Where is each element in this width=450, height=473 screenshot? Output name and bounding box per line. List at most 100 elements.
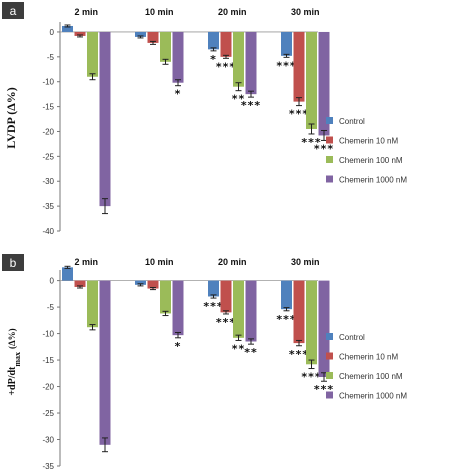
- legend-label: Chemerin 1000 nM: [339, 176, 407, 185]
- significance-mark: *: [210, 53, 217, 66]
- legend-swatch: [326, 352, 333, 360]
- bar: [74, 31, 86, 36]
- bar: [62, 267, 73, 281]
- legend-swatch: [326, 333, 333, 340]
- significance-mark: ***: [203, 300, 223, 313]
- category-label: 20 min: [218, 257, 247, 267]
- significance-mark: ***: [216, 60, 236, 73]
- legend-swatch: [326, 175, 333, 183]
- bar: [172, 31, 184, 83]
- y-tick-label: -5: [47, 53, 55, 62]
- y-tick-label: -5: [47, 303, 55, 312]
- category-label: 10 min: [145, 257, 174, 267]
- bar: [245, 280, 257, 342]
- bar: [74, 280, 86, 287]
- panel-b: b0-5-10-15-20-25-30-35+dP/dtmax(Δ%)2 min…: [2, 254, 407, 471]
- panel-tag-label: b: [10, 256, 17, 270]
- significance-mark: ***: [289, 108, 309, 121]
- legend-swatch: [326, 136, 333, 144]
- bar: [281, 31, 292, 56]
- legend-label: Chemerin 10 nM: [339, 353, 398, 362]
- bar: [220, 280, 232, 313]
- y-tick-label: -35: [42, 202, 54, 211]
- significance-mark: **: [232, 342, 246, 355]
- y-tick-label: -20: [42, 383, 54, 392]
- y-axis-label-subscript: max: [13, 352, 22, 367]
- y-tick-label: -25: [42, 152, 54, 161]
- category-label: 20 min: [218, 7, 247, 17]
- bar: [245, 31, 257, 95]
- panel-a: a 0 -5 -10 -15 -20 -25 -30 -35 -40 LVDP (Δ%) 2 min 1…: [2, 2, 407, 236]
- significance-mark: **: [232, 93, 246, 106]
- y-tick-label: -25: [42, 409, 54, 418]
- category-label: 30 min: [291, 257, 320, 267]
- y-axis-label-suffix: (Δ%): [7, 328, 17, 349]
- y-tick-label: -10: [42, 78, 54, 87]
- y-tick-label: -30: [42, 436, 54, 445]
- legend-label: Chemerin 100 nM: [339, 156, 403, 165]
- category-label: 2 min: [74, 257, 98, 267]
- bar: [62, 25, 73, 32]
- significance-mark: *: [175, 340, 182, 353]
- bar: [293, 280, 305, 344]
- category-label: 2 min: [74, 7, 98, 17]
- y-tick-label: -15: [42, 356, 54, 365]
- significance-mark: ***: [301, 371, 321, 384]
- bar: [135, 280, 146, 285]
- bar: [306, 280, 317, 365]
- bar: [87, 31, 98, 77]
- legend-label: Chemerin 1000 nM: [339, 392, 407, 401]
- bar: [160, 280, 171, 314]
- bar: [147, 31, 159, 43]
- bar: [99, 280, 111, 445]
- category-label: 30 min: [291, 7, 320, 17]
- bar: [233, 31, 244, 87]
- bar: [208, 31, 219, 50]
- y-tick-label: -10: [42, 330, 54, 339]
- bar: [147, 280, 159, 289]
- significance-mark: ***: [276, 313, 296, 326]
- y-tick-label: -40: [42, 227, 54, 236]
- panel-tag-label: a: [10, 4, 17, 18]
- bar: [220, 31, 232, 57]
- y-axis-label: LVDP (Δ%): [4, 87, 18, 148]
- bar: [233, 280, 244, 338]
- y-tick-label: -15: [42, 103, 54, 112]
- panel-tag-box: [2, 254, 24, 271]
- legend-label: Control: [339, 117, 365, 126]
- significance-mark: ***: [301, 136, 321, 149]
- bar: [318, 280, 330, 378]
- bar: [135, 31, 146, 37]
- significance-mark: *: [175, 88, 182, 101]
- y-tick-label: -35: [42, 462, 54, 471]
- bar: [293, 31, 305, 102]
- y-tick-label: 0: [50, 277, 55, 286]
- significance-mark: ***: [314, 142, 334, 155]
- bar: [306, 31, 317, 129]
- significance-mark: ***: [216, 316, 236, 329]
- bar: [281, 280, 292, 310]
- significance-mark: ***: [289, 348, 309, 361]
- y-tick-label: -30: [42, 177, 54, 186]
- legend-label: Control: [339, 333, 365, 342]
- y-tick-label: -20: [42, 127, 54, 136]
- bar: [172, 280, 184, 336]
- significance-mark: ***: [276, 59, 296, 72]
- y-tick-label: 0: [50, 28, 55, 37]
- bar: [318, 31, 330, 136]
- legend-swatch: [326, 391, 333, 399]
- bar: [160, 31, 171, 62]
- legend-label: Chemerin 10 nM: [339, 137, 398, 146]
- legend-swatch: [326, 117, 333, 124]
- legend-swatch: [326, 156, 333, 163]
- bar: [208, 280, 219, 297]
- category-label: 10 min: [145, 7, 174, 17]
- panel-tag-box: [2, 2, 24, 19]
- bar: [87, 280, 98, 328]
- y-axis-label: +dP/dtmax(Δ%): [7, 328, 22, 395]
- significance-mark: **: [244, 346, 258, 359]
- legend-swatch: [326, 372, 333, 379]
- bar: [99, 31, 111, 207]
- legend-label: Chemerin 100 nM: [339, 372, 403, 381]
